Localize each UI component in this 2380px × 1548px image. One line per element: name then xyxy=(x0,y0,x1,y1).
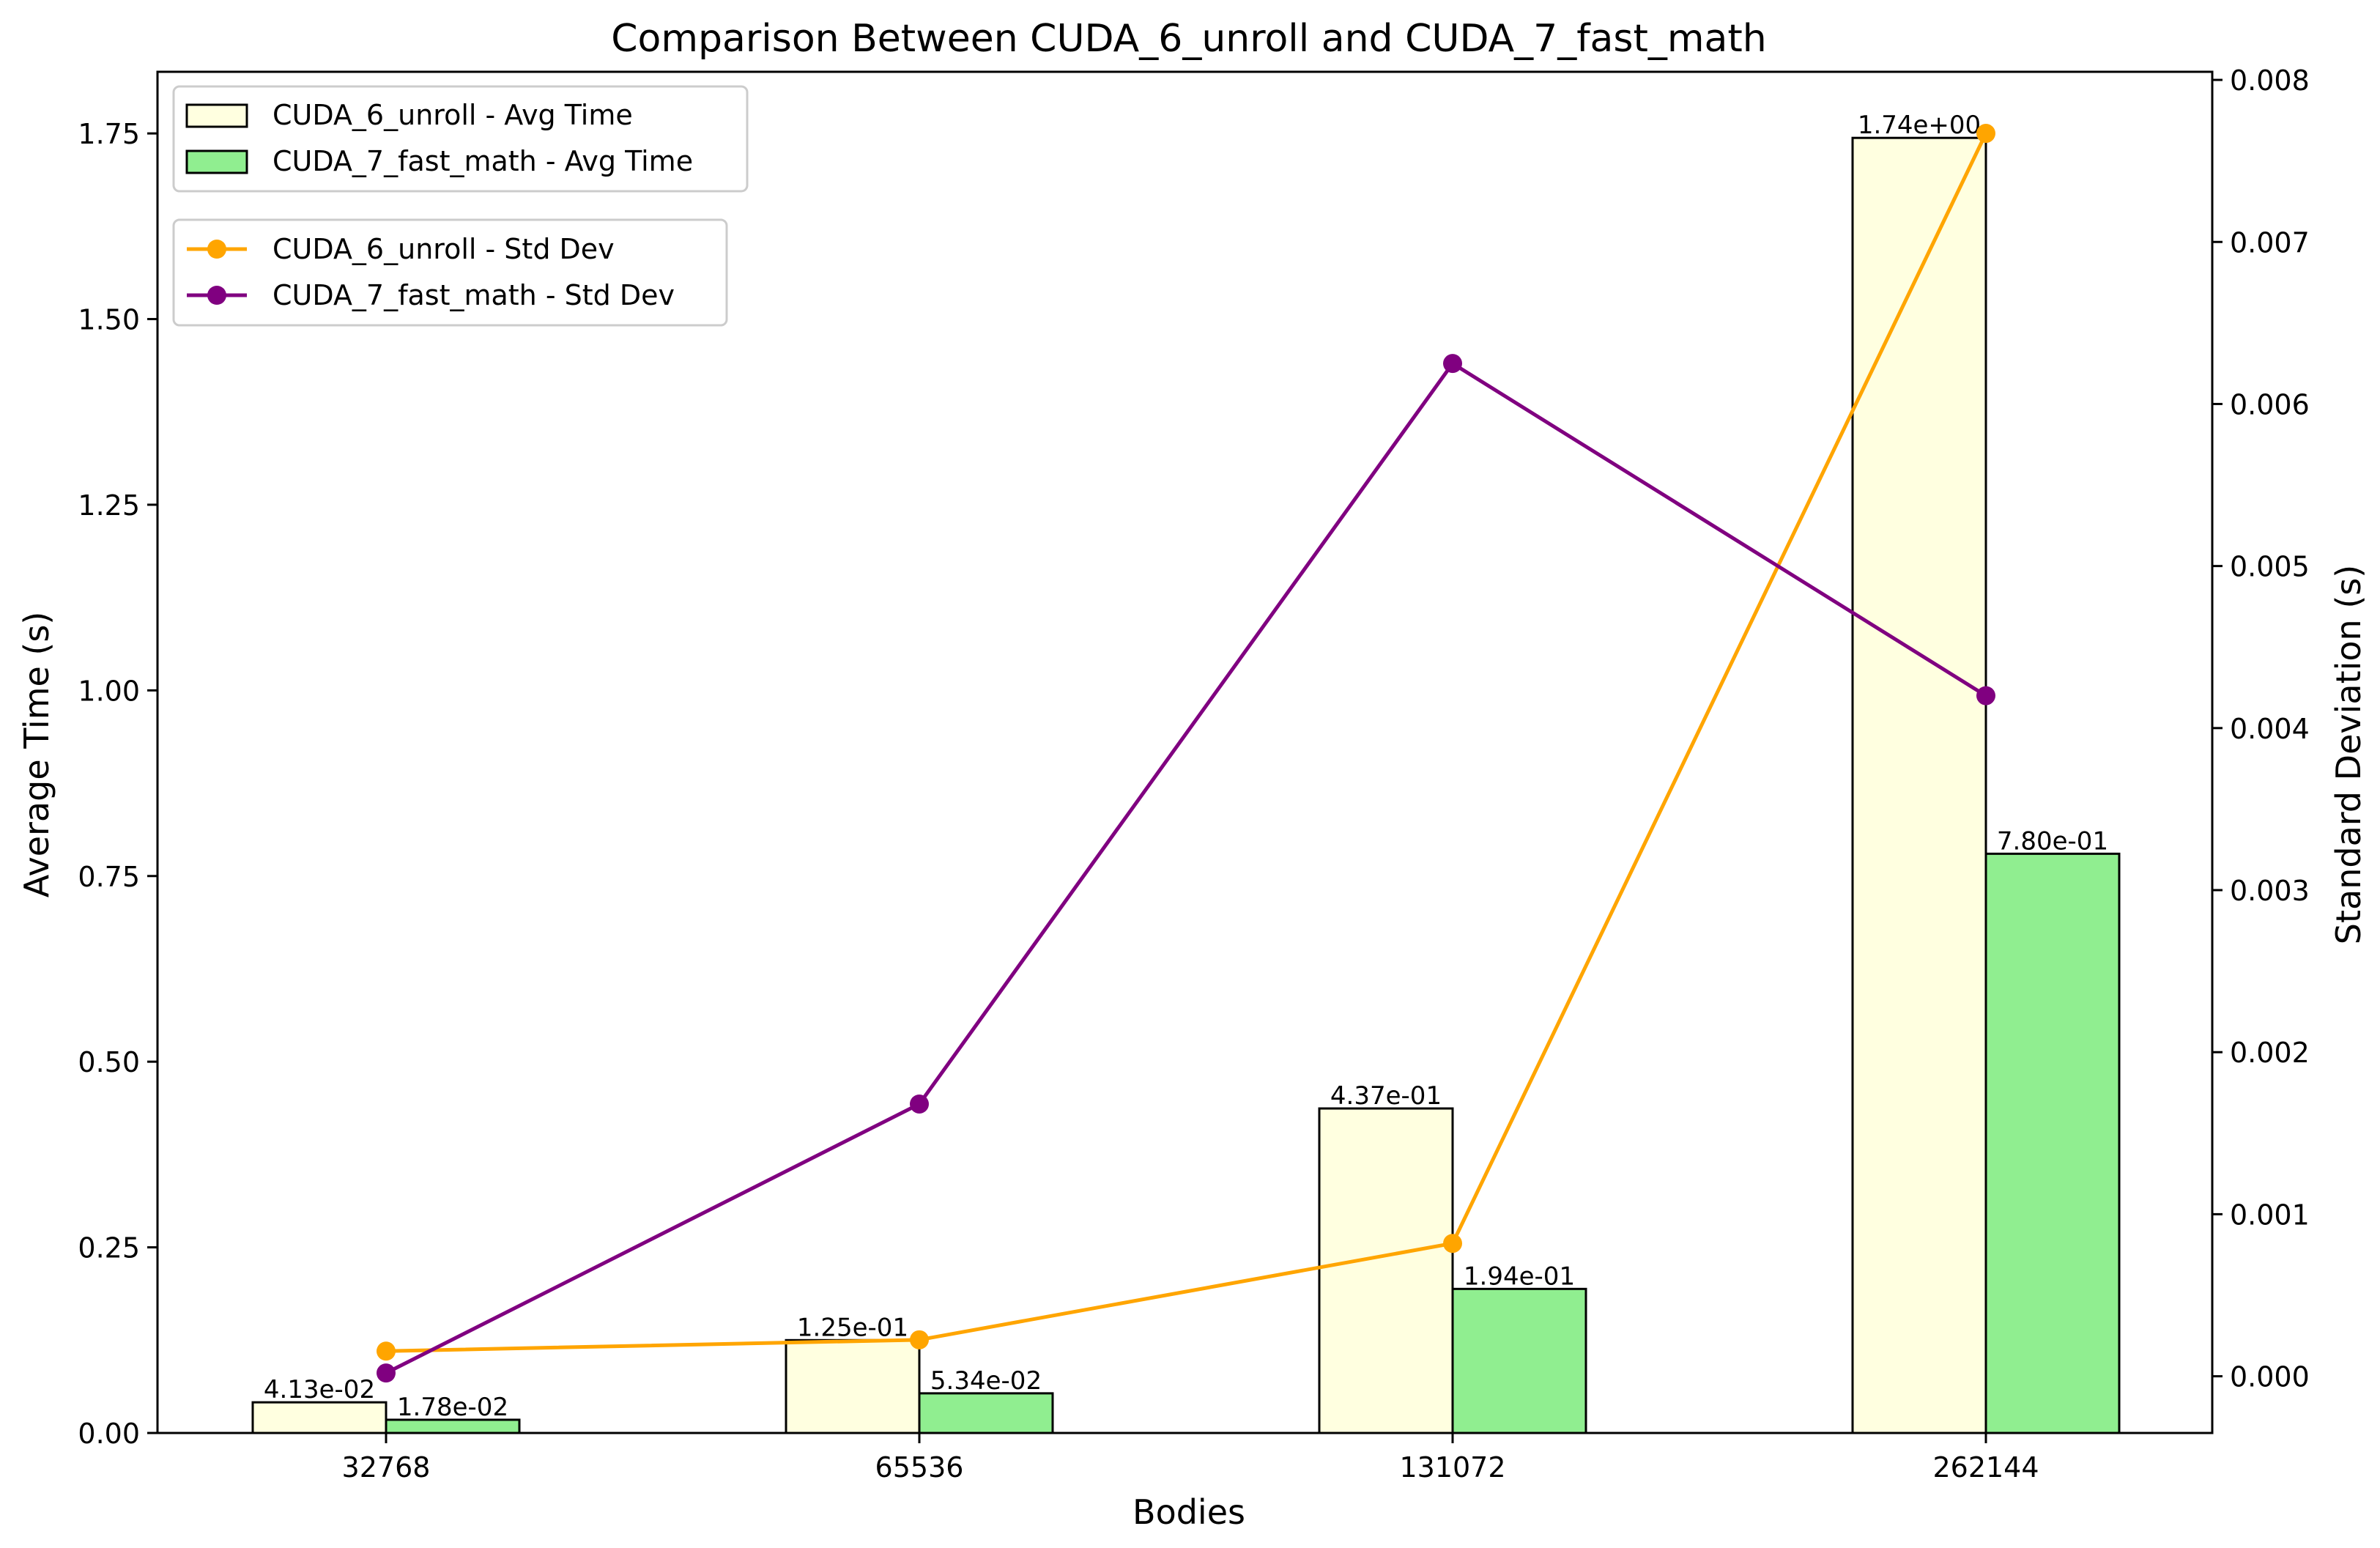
bar-cuda6-262144 xyxy=(1851,136,1987,1434)
legend-marker xyxy=(207,286,226,305)
bar-cuda6-32768 xyxy=(251,1401,388,1434)
point-cuda6-131072 xyxy=(1443,1234,1462,1253)
legend-marker xyxy=(207,240,226,259)
y-tick-label: 0.00 xyxy=(78,1418,140,1450)
x-tick-label: 131072 xyxy=(1399,1451,1505,1484)
line-cuda7-stddev xyxy=(385,361,1987,1375)
y2-tick-label: 0.002 xyxy=(2230,1037,2310,1069)
point-cuda7-131072 xyxy=(1443,354,1462,374)
y2-tick-label: 0.004 xyxy=(2230,713,2310,745)
y-tick-label: 0.25 xyxy=(78,1232,140,1264)
bar-value-label: 1.94e-01 xyxy=(1464,1262,1575,1291)
point-cuda6-262144 xyxy=(1976,124,1995,144)
y-tick-label: 0.50 xyxy=(78,1046,140,1078)
y2-tick-label: 0.007 xyxy=(2230,226,2310,259)
point-cuda6-65536 xyxy=(910,1330,929,1349)
bar-cuda7-262144 xyxy=(1984,852,2121,1434)
legend-swatch xyxy=(185,103,248,128)
bar-cuda7-65536 xyxy=(918,1392,1054,1434)
y-tick-label: 1.25 xyxy=(78,489,140,522)
bar-value-label: 1.78e-02 xyxy=(397,1393,508,1422)
y2-tick-label: 0.001 xyxy=(2230,1199,2310,1231)
point-cuda7-65536 xyxy=(910,1094,929,1114)
y-axis-label: Average Time (s) xyxy=(17,612,56,898)
point-cuda7-262144 xyxy=(1976,686,1995,706)
bar-value-label: 7.80e-01 xyxy=(1997,826,2108,856)
legend-label: CUDA_6_unroll - Avg Time xyxy=(273,99,633,131)
y2-tick-label: 0.000 xyxy=(2230,1361,2310,1393)
legend-label: CUDA_7_fast_math - Std Dev xyxy=(273,279,675,311)
bar-value-label: 4.13e-02 xyxy=(264,1375,375,1404)
legend-box xyxy=(172,85,749,193)
point-cuda6-32768 xyxy=(377,1341,396,1361)
bar-cuda6-65536 xyxy=(785,1338,921,1434)
y-tick-label: 0.75 xyxy=(78,861,140,893)
bar-value-label: 4.37e-01 xyxy=(1330,1081,1442,1111)
y2-tick-label: 0.008 xyxy=(2230,64,2310,97)
bar-value-label: 5.34e-02 xyxy=(930,1366,1042,1396)
legend-box xyxy=(172,218,728,327)
y2-tick-label: 0.003 xyxy=(2230,875,2310,907)
x-tick-label: 65536 xyxy=(875,1451,964,1484)
bar-cuda6-131072 xyxy=(1318,1107,1454,1434)
x-tick-label: 32768 xyxy=(342,1451,431,1484)
legend-label: CUDA_6_unroll - Std Dev xyxy=(273,233,615,265)
y-tick-label: 1.50 xyxy=(78,304,140,336)
plot-frame xyxy=(156,70,2214,1434)
legend-swatch xyxy=(185,149,248,174)
bar-value-label: 1.25e-01 xyxy=(797,1313,908,1342)
legend-lines: CUDA_6_unroll - Std Dev CUDA_7_fast_math … xyxy=(172,218,728,327)
x-axis-label: Bodies xyxy=(1132,1492,1245,1532)
point-cuda7-32768 xyxy=(377,1363,396,1383)
line-cuda6-stddev xyxy=(385,132,1988,1353)
y2-tick-label: 0.006 xyxy=(2230,388,2310,421)
plot-area: 4.13e-02 1.25e-01 4.37e-01 1.74e+00 1.78e-02… xyxy=(78,64,2309,1484)
chart-title: Comparison Between CUDA_6_unroll and CUD… xyxy=(611,17,1767,61)
bar-value-label: 1.74e+00 xyxy=(1858,111,1981,140)
y2-tick-label: 0.005 xyxy=(2230,551,2310,583)
y2-axis-label: Standard Deviation (s) xyxy=(2329,565,2368,944)
legend-label: CUDA_7_fast_math - Avg Time xyxy=(273,145,693,177)
bar-cuda7-131072 xyxy=(1451,1287,1587,1434)
legend-bars: CUDA_6_unroll - Avg Time CUDA_7_fast_math… xyxy=(172,85,749,193)
y-tick-label: 1.75 xyxy=(78,118,140,150)
y-tick-label: 1.00 xyxy=(78,675,140,707)
x-tick-label: 262144 xyxy=(1932,1451,2039,1484)
